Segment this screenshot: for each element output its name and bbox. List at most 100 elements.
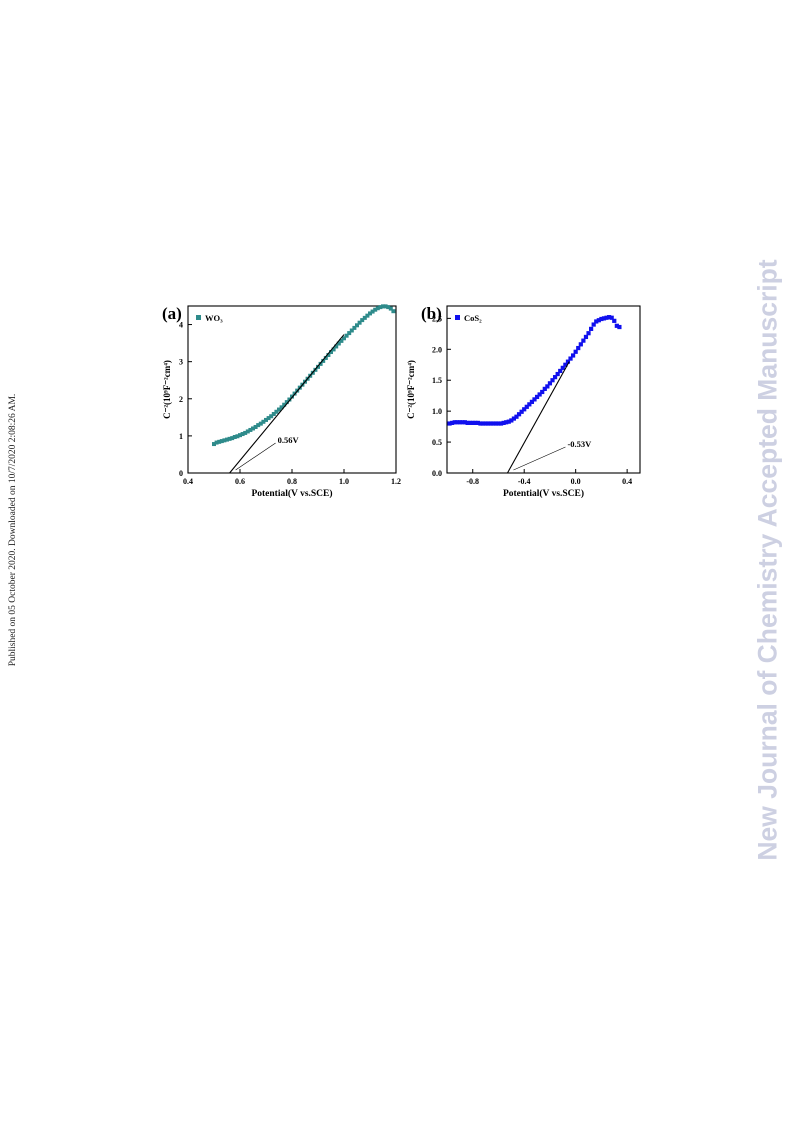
data-point: [475, 420, 480, 425]
y-tick-label: 2.0: [432, 345, 442, 354]
data-point: [447, 421, 452, 426]
data-point: [279, 405, 284, 410]
data-point: [225, 437, 229, 442]
data-point: [334, 344, 339, 349]
data-point: [381, 304, 385, 309]
data-point: [462, 420, 468, 425]
data-point: [349, 328, 354, 333]
data-point: [383, 304, 388, 309]
data-point: [357, 320, 362, 325]
data-point: [617, 324, 622, 330]
data-point: [509, 418, 514, 423]
data-point: [256, 423, 261, 428]
tangent-line: [506, 361, 570, 474]
data-point: [581, 338, 586, 343]
y-tick-label: 2.5: [432, 314, 442, 323]
data-point: [594, 319, 599, 324]
data-point: [498, 421, 504, 426]
data-point: [573, 349, 578, 354]
annotation-pointer: [235, 442, 276, 471]
y-tick-label: 3: [179, 358, 183, 367]
data-point: [368, 311, 372, 316]
data-point: [506, 419, 511, 424]
data-point: [578, 342, 583, 347]
data-point: [519, 409, 524, 414]
data-point: [609, 315, 614, 320]
data-point: [491, 421, 496, 426]
plot-frame: [187, 305, 397, 474]
data-point: [222, 438, 227, 443]
x-axis-label: Potential(V vs.SCE): [503, 488, 584, 499]
data-point: [240, 432, 245, 437]
x-tick-label: 0.0: [571, 477, 581, 486]
legend-marker: [196, 315, 201, 320]
data-point: [212, 442, 216, 447]
data-point: [478, 421, 483, 426]
x-tick-label: 0.8: [287, 477, 297, 486]
data-point: [370, 309, 375, 314]
data-point: [547, 381, 553, 386]
data-point: [599, 316, 604, 322]
figure-svg: 0.4 0.6 0.8 1.0 1.2 0 1 2 3 4 Potential(V vs.SCE) C…: [162, 304, 641, 499]
y-tick-label: 1.5: [432, 376, 442, 385]
data-point: [271, 411, 276, 416]
data-point: [465, 420, 470, 425]
data-point: [473, 420, 478, 425]
data-point: [342, 336, 346, 341]
data-point: [284, 400, 289, 405]
y-axis-label: C⁻²(10⁹F⁻²cm⁴): [162, 360, 172, 419]
data-point: [264, 417, 268, 422]
y-tick-label: 0: [179, 469, 183, 478]
data-point: [386, 305, 391, 310]
data-point: [339, 338, 344, 343]
data-point: [522, 407, 527, 412]
y-tick-label: 1.0: [432, 407, 442, 416]
x-tick-label: 0.4: [183, 477, 193, 486]
legend-label: CoS₂: [464, 313, 482, 323]
data-point: [480, 421, 486, 426]
data-point: [457, 420, 462, 425]
data-point: [545, 384, 550, 389]
y-tick-label: 2: [179, 395, 183, 404]
x-tick-label: 0.4: [622, 477, 632, 486]
data-point: [586, 331, 591, 336]
data-point: [243, 430, 248, 435]
data-point: [347, 331, 352, 336]
data-point: [565, 359, 571, 364]
x-tick-label: 0.6: [235, 477, 245, 486]
panel-label: (a): [162, 304, 182, 323]
data-point: [375, 306, 380, 311]
data-point: [329, 350, 333, 355]
data-point: [501, 420, 506, 425]
data-point: [493, 421, 498, 426]
data-point: [290, 394, 294, 399]
data-point: [360, 318, 365, 323]
data-point: [470, 420, 475, 425]
data-point: [589, 326, 594, 331]
data-point: [318, 361, 323, 366]
panel-label: (b): [421, 304, 442, 323]
data-point: [331, 347, 336, 352]
data-point: [552, 375, 558, 380]
data-point: [277, 407, 281, 412]
data-point: [516, 412, 522, 417]
intercept-annotation: 0.56V: [278, 435, 300, 445]
data-point: [576, 345, 581, 351]
data-point: [542, 386, 547, 391]
y-tick-label: 0.5: [432, 438, 442, 447]
data-point: [365, 313, 370, 318]
x-tick-label: 1.2: [391, 477, 401, 486]
data-point: [217, 439, 222, 444]
data-point: [452, 420, 457, 425]
data-point: [455, 420, 460, 425]
data-point: [524, 404, 529, 409]
journal-watermark: New Journal of Chemistry Accepted Manusc…: [752, 259, 783, 861]
data-point: [282, 402, 287, 407]
data-point: [550, 378, 555, 383]
plot-frame: [446, 305, 641, 474]
data-point: [232, 435, 237, 440]
panel-a: 0.4 0.6 0.8 1.0 1.2 0 1 2 3 4 Potential(V vs.SCE) C…: [162, 304, 401, 499]
panel-b: -0.8 -0.4 0.0 0.4 0.0 0.5 1.0 1.5 2.0 2.5 Potentia…: [406, 304, 641, 499]
data-point: [537, 392, 542, 397]
data-point: [612, 318, 617, 323]
